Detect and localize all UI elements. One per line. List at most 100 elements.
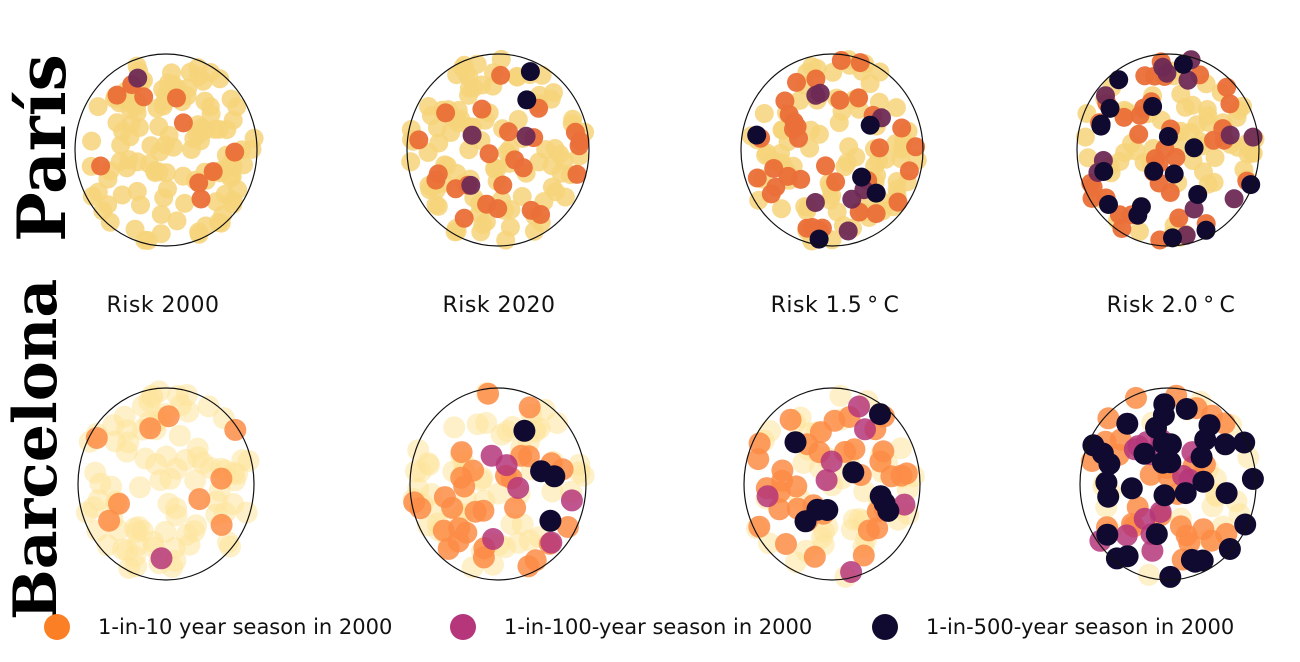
- season-1-in-10-dot: [761, 184, 781, 204]
- base-season-dot: [110, 152, 130, 171]
- season-1-in-100-dot: [806, 85, 826, 105]
- base-season-dot: [542, 177, 562, 197]
- panel-par-s-risk-1-5-c: [740, 50, 927, 251]
- season-1-in-10-dot: [850, 53, 870, 73]
- season-1-in-10-dot: [167, 88, 186, 108]
- season-1-in-10-dot: [888, 192, 908, 212]
- season-1-in-10-dot: [747, 168, 767, 188]
- season-1-in-10-dot: [134, 87, 154, 107]
- season-1-in-10-dot: [779, 408, 802, 431]
- column-label-risk-2020: Risk 2020: [442, 293, 556, 318]
- season-1-in-500-dot: [1096, 523, 1119, 546]
- season-1-in-500-dot: [1164, 164, 1184, 184]
- base-season-dot: [151, 205, 171, 224]
- base-season-dot: [1181, 122, 1200, 142]
- season-1-in-10-dot: [1169, 208, 1189, 228]
- season-1-in-10-dot: [173, 113, 193, 133]
- season-1-in-10-dot: [866, 517, 889, 540]
- season-1-in-10-dot: [849, 88, 869, 108]
- base-season-dot: [131, 195, 150, 215]
- season-1-in-10-dot: [225, 142, 245, 162]
- base-season-dot: [1130, 222, 1149, 241]
- base-season-dot: [120, 100, 140, 119]
- season-1-in-10-dot: [1200, 529, 1223, 552]
- base-season-dot: [113, 405, 136, 428]
- season-1-in-10-dot: [906, 137, 926, 157]
- base-season-dot: [138, 390, 161, 413]
- column-label-risk-2-0c: Risk 2.0 ° C: [1106, 293, 1236, 318]
- base-season-dot: [151, 224, 171, 244]
- season-1-in-500-dot: [1098, 452, 1121, 475]
- season-1-in-500-dot: [842, 461, 865, 484]
- base-season-dot: [447, 65, 467, 85]
- base-season-dot: [496, 230, 516, 250]
- season-1-in-100-dot: [1243, 127, 1263, 147]
- base-season-dot: [185, 514, 208, 537]
- legend-dot-orange-icon: [44, 614, 70, 640]
- panel-barcelona-risk-2-0-c: [1079, 384, 1264, 588]
- season-1-in-500-dot: [1190, 446, 1213, 469]
- season-1-in-100-dot: [820, 450, 843, 473]
- base-season-dot: [427, 118, 447, 138]
- season-1-in-10-dot: [479, 144, 499, 164]
- season-1-in-10-dot: [426, 170, 446, 190]
- column-label-risk-1-5c: Risk 1.5 ° C: [770, 293, 900, 318]
- season-1-in-10-dot: [1175, 524, 1198, 547]
- season-1-in-10-dot: [472, 99, 492, 119]
- season-1-in-10-dot: [1220, 94, 1240, 114]
- season-1-in-100-dot: [1172, 465, 1195, 487]
- season-1-in-10-dot: [499, 122, 518, 142]
- season-1-in-10-dot: [203, 162, 223, 182]
- season-1-in-100-dot: [150, 547, 173, 570]
- season-1-in-100-dot: [495, 454, 518, 477]
- season-1-in-10-dot: [98, 509, 121, 532]
- season-1-in-10-dot: [797, 218, 817, 238]
- season-1-in-500-dot: [1174, 482, 1197, 505]
- base-season-dot: [175, 193, 195, 213]
- season-1-in-500-dot: [1128, 205, 1148, 225]
- season-1-in-10-dot: [1112, 219, 1132, 238]
- season-1-in-10-dot: [450, 441, 473, 464]
- season-1-in-500-dot: [1159, 565, 1182, 588]
- base-season-dot: [870, 62, 890, 82]
- base-season-dot: [149, 162, 169, 182]
- base-season-dot: [829, 113, 849, 133]
- season-1-in-500-dot: [784, 431, 807, 454]
- season-1-in-500-dot: [869, 403, 891, 426]
- base-season-dot: [159, 467, 182, 490]
- season-1-in-10-dot: [491, 65, 511, 85]
- base-season-dot: [111, 135, 131, 155]
- season-1-in-500-dot: [866, 183, 886, 203]
- season-1-in-500-dot: [1215, 482, 1238, 505]
- season-1-in-500-dot: [1241, 175, 1261, 195]
- season-1-in-10-dot: [870, 138, 889, 158]
- base-season-dot: [82, 131, 102, 151]
- season-1-in-10-dot: [816, 156, 835, 176]
- base-season-dot: [1078, 148, 1098, 168]
- season-1-in-100-dot: [838, 221, 858, 241]
- season-1-in-10-dot: [852, 544, 875, 567]
- base-season-dot: [107, 113, 127, 133]
- season-1-in-100-dot: [1220, 125, 1240, 145]
- panel-boundary: [406, 53, 590, 247]
- legend-item-1-in-500: 1-in-500-year season in 2000: [872, 612, 1234, 642]
- season-1-in-500-dot: [1091, 116, 1111, 136]
- season-1-in-10-dot: [779, 105, 799, 124]
- base-season-dot: [242, 139, 262, 159]
- season-1-in-100-dot: [461, 175, 481, 195]
- season-1-in-100-dot: [805, 193, 825, 212]
- base-season-dot: [84, 461, 107, 484]
- base-season-dot: [401, 152, 421, 172]
- base-season-dot: [154, 520, 177, 543]
- season-1-in-500-dot: [1145, 523, 1168, 546]
- base-season-dot: [1137, 563, 1160, 586]
- season-1-in-10-dot: [157, 405, 180, 428]
- season-1-in-500-dot: [1153, 393, 1176, 416]
- season-1-in-10-dot: [454, 208, 474, 228]
- season-1-in-10-dot: [787, 72, 806, 92]
- season-1-in-10-dot: [826, 172, 846, 192]
- base-season-dot: [443, 416, 466, 439]
- base-season-dot: [93, 201, 113, 221]
- season-1-in-500-dot: [1218, 538, 1241, 560]
